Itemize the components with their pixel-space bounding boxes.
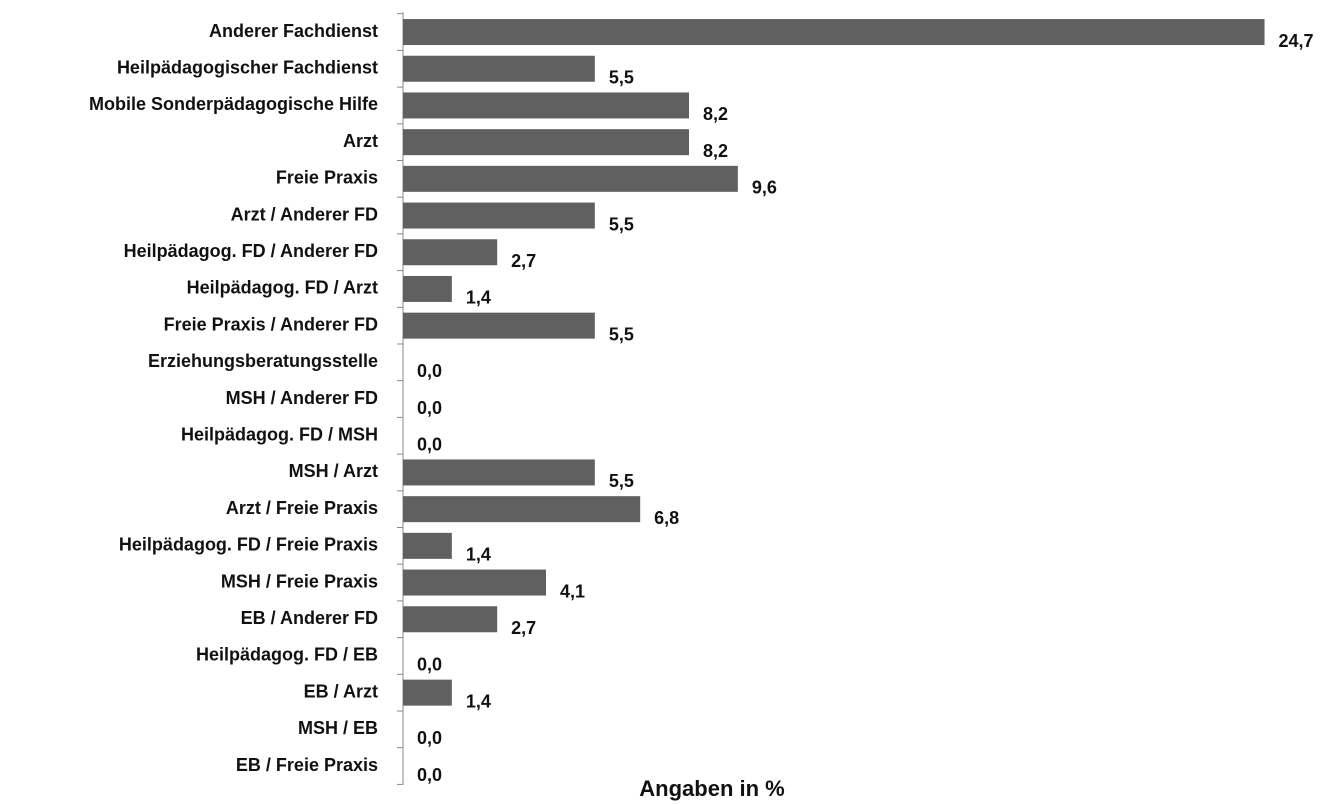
bar [403, 496, 641, 523]
category-label: MSH / Arzt [289, 461, 378, 481]
category-label: MSH / EB [298, 718, 378, 738]
category-label: Arzt / Freie Praxis [226, 498, 378, 518]
value-label: 8,2 [703, 104, 728, 124]
bar [403, 55, 595, 82]
bar [403, 532, 452, 559]
bar [403, 312, 595, 339]
category-label: MSH / Anderer FD [226, 388, 378, 408]
category-label: EB / Freie Praxis [236, 755, 378, 775]
value-label: 2,7 [511, 618, 536, 638]
value-label: 0,0 [417, 435, 442, 455]
category-label: Freie Praxis / Anderer FD [164, 314, 378, 334]
category-label: Anderer Fachdienst [209, 21, 378, 41]
bar [403, 129, 690, 156]
value-label: 2,7 [511, 251, 536, 271]
axis-label: Angaben in % [639, 776, 784, 801]
bar [403, 19, 1265, 46]
bar [403, 459, 595, 486]
value-label: 0,0 [417, 361, 442, 381]
category-label: Freie Praxis [276, 168, 378, 188]
value-label: 0,0 [417, 655, 442, 675]
bar [403, 679, 452, 706]
value-label: 5,5 [609, 324, 634, 344]
value-label: 1,4 [466, 288, 491, 308]
value-label: 8,2 [703, 141, 728, 161]
value-label: 6,8 [654, 508, 679, 528]
category-label: Heilpädagog. FD / Freie Praxis [119, 535, 378, 555]
bar [403, 606, 498, 633]
value-label: 5,5 [609, 68, 634, 88]
bar [403, 239, 498, 266]
category-label: Heilpädagogischer Fachdienst [117, 58, 378, 78]
value-label: 1,4 [466, 545, 491, 565]
value-label: 1,4 [466, 691, 491, 711]
value-label: 0,0 [417, 398, 442, 418]
category-label: MSH / Freie Praxis [221, 571, 378, 591]
category-label: Heilpädagog. FD / EB [196, 645, 378, 665]
bar [403, 165, 738, 192]
bar [403, 202, 595, 229]
value-label: 5,5 [609, 214, 634, 234]
bar [403, 275, 452, 302]
category-label: Arzt [343, 131, 378, 151]
value-label: 24,7 [1279, 31, 1314, 51]
category-label: EB / Arzt [304, 681, 378, 701]
category-label: EB / Anderer FD [241, 608, 378, 628]
category-label: Heilpädagog. FD / MSH [181, 425, 378, 445]
value-label: 0,0 [417, 728, 442, 748]
value-label: 5,5 [609, 471, 634, 491]
category-label: Erziehungsberatungsstelle [148, 351, 378, 371]
value-label: 9,6 [752, 178, 777, 198]
bar [403, 569, 547, 596]
bar [403, 92, 690, 119]
category-label: Arzt / Anderer FD [231, 204, 378, 224]
category-label: Heilpädagog. FD / Anderer FD [124, 241, 378, 261]
value-label: 4,1 [560, 581, 585, 601]
category-label: Heilpädagog. FD / Arzt [187, 278, 378, 298]
category-label: Mobile Sonderpädagogische Hilfe [89, 94, 378, 114]
value-label: 0,0 [417, 765, 442, 785]
